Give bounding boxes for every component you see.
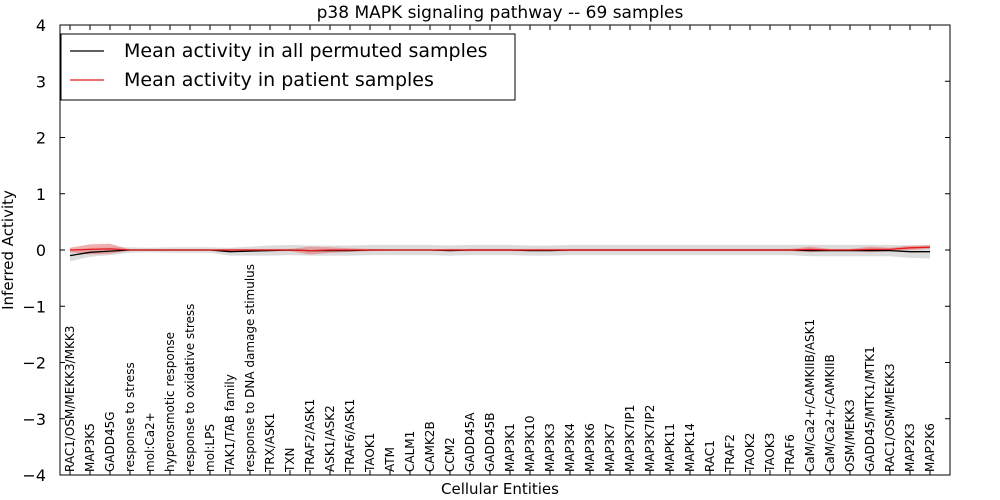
x-tick-label: MAP3K6 bbox=[583, 423, 597, 472]
x-tick-label: GADD45A bbox=[463, 412, 477, 472]
x-tick-label: TRAF2 bbox=[723, 434, 737, 473]
x-tick-label: mol:Ca2+ bbox=[143, 412, 157, 472]
x-tick-label: MAP3K7IP1 bbox=[623, 405, 637, 472]
y-axis: −4 −3 −2 −1 0 1 2 3 4 bbox=[22, 16, 950, 485]
x-tick-label: MAP3K7IP2 bbox=[643, 405, 657, 472]
x-tick-label: CaM/Ca2+/CAMKIIB/ASK1 bbox=[803, 319, 817, 472]
x-tick-label: RAC1/OSM/MEKK3/MKK3 bbox=[63, 326, 77, 472]
x-tick-label: MAPK14 bbox=[683, 423, 697, 472]
x-tick-label: MAP2K6 bbox=[923, 423, 937, 472]
legend: Mean activity in all permuted samples Me… bbox=[60, 33, 516, 101]
x-tick-label: TRAF2/ASK1 bbox=[303, 399, 317, 473]
x-tick-label: CALM1 bbox=[403, 431, 417, 472]
x-tick-label: CAMK2B bbox=[423, 421, 437, 472]
x-tick-label: MAP3K10 bbox=[523, 415, 537, 472]
x-tick-label: ASK1/ASK2 bbox=[323, 405, 337, 472]
x-tick-label: hyperosmotic response bbox=[163, 332, 177, 472]
legend-label-permuted: Mean activity in all permuted samples bbox=[124, 40, 487, 62]
spread-bands bbox=[70, 243, 930, 262]
x-tick-label: MAP3K7 bbox=[603, 423, 617, 472]
x-tick-label: GADD45B bbox=[483, 413, 497, 473]
x-tick-label: MAP3K1 bbox=[503, 423, 517, 472]
y-axis-label: Inferred Activity bbox=[0, 190, 17, 310]
series-line-1 bbox=[69, 246, 931, 252]
x-tick-label: TXN bbox=[283, 447, 297, 473]
chart-title: p38 MAPK signaling pathway -- 69 samples bbox=[317, 3, 684, 23]
x-tick-label: MAP3K5 bbox=[83, 423, 97, 472]
x-tick-label: TAOK2 bbox=[743, 433, 757, 473]
x-tick-label: OSM/MEKK3 bbox=[843, 399, 857, 472]
series-lines bbox=[69, 246, 931, 257]
x-tick-label: MAPK11 bbox=[663, 423, 677, 472]
legend-box bbox=[60, 33, 516, 101]
y-tick-label: 2 bbox=[36, 129, 46, 148]
y-tick-label: 1 bbox=[36, 185, 46, 204]
x-tick-label: RAC1/OSM/MEKK3 bbox=[883, 363, 897, 472]
x-tick-label: TAK1/TAB family bbox=[223, 374, 237, 473]
y-tick-label: −2 bbox=[22, 354, 46, 373]
y-tick-label: −4 bbox=[22, 466, 46, 485]
x-tick-label: TRX/ASK1 bbox=[263, 413, 277, 473]
x-tick-label: GADD45/MTK1/MTK1 bbox=[863, 346, 877, 472]
x-tick-label: MAP3K4 bbox=[563, 423, 577, 472]
y-tick-label: −3 bbox=[22, 410, 46, 429]
spread-band-1 bbox=[70, 243, 930, 255]
legend-label-patient: Mean activity in patient samples bbox=[124, 69, 434, 91]
x-tick-label: response to oxidative stress bbox=[183, 304, 197, 472]
x-tick-label: MAP3K3 bbox=[543, 423, 557, 472]
x-tick-label: TAOK1 bbox=[363, 433, 377, 473]
y-tick-label: 0 bbox=[36, 241, 46, 260]
x-tick-label: CaM/Ca2+/CAMKIIB bbox=[823, 354, 837, 472]
x-tick-label: response to DNA damage stimulus bbox=[243, 264, 257, 472]
x-tick-label: CCM2 bbox=[443, 437, 457, 472]
y-tick-label: 3 bbox=[36, 72, 46, 91]
x-tick-label: TAOK3 bbox=[763, 433, 777, 473]
x-tick-label: TRAF6/ASK1 bbox=[343, 399, 357, 473]
x-tick-label: response to stress bbox=[123, 362, 137, 472]
x-tick-label: TRAF6 bbox=[783, 434, 797, 473]
x-tick-label: MAP2K3 bbox=[903, 423, 917, 472]
x-axis: RAC1/OSM/MEKK3/MKK3 MAP3K5 GADD45G response… bbox=[63, 25, 937, 475]
y-tick-label: −1 bbox=[22, 297, 46, 316]
y-tick-label: 4 bbox=[36, 16, 46, 35]
x-tick-label: GADD45G bbox=[103, 411, 117, 472]
x-tick-label: mol:LPS bbox=[203, 424, 217, 472]
x-axis-label: Cellular Entities bbox=[441, 480, 559, 498]
x-tick-label: ATM bbox=[383, 447, 397, 472]
x-tick-label: RAC1 bbox=[703, 440, 717, 472]
